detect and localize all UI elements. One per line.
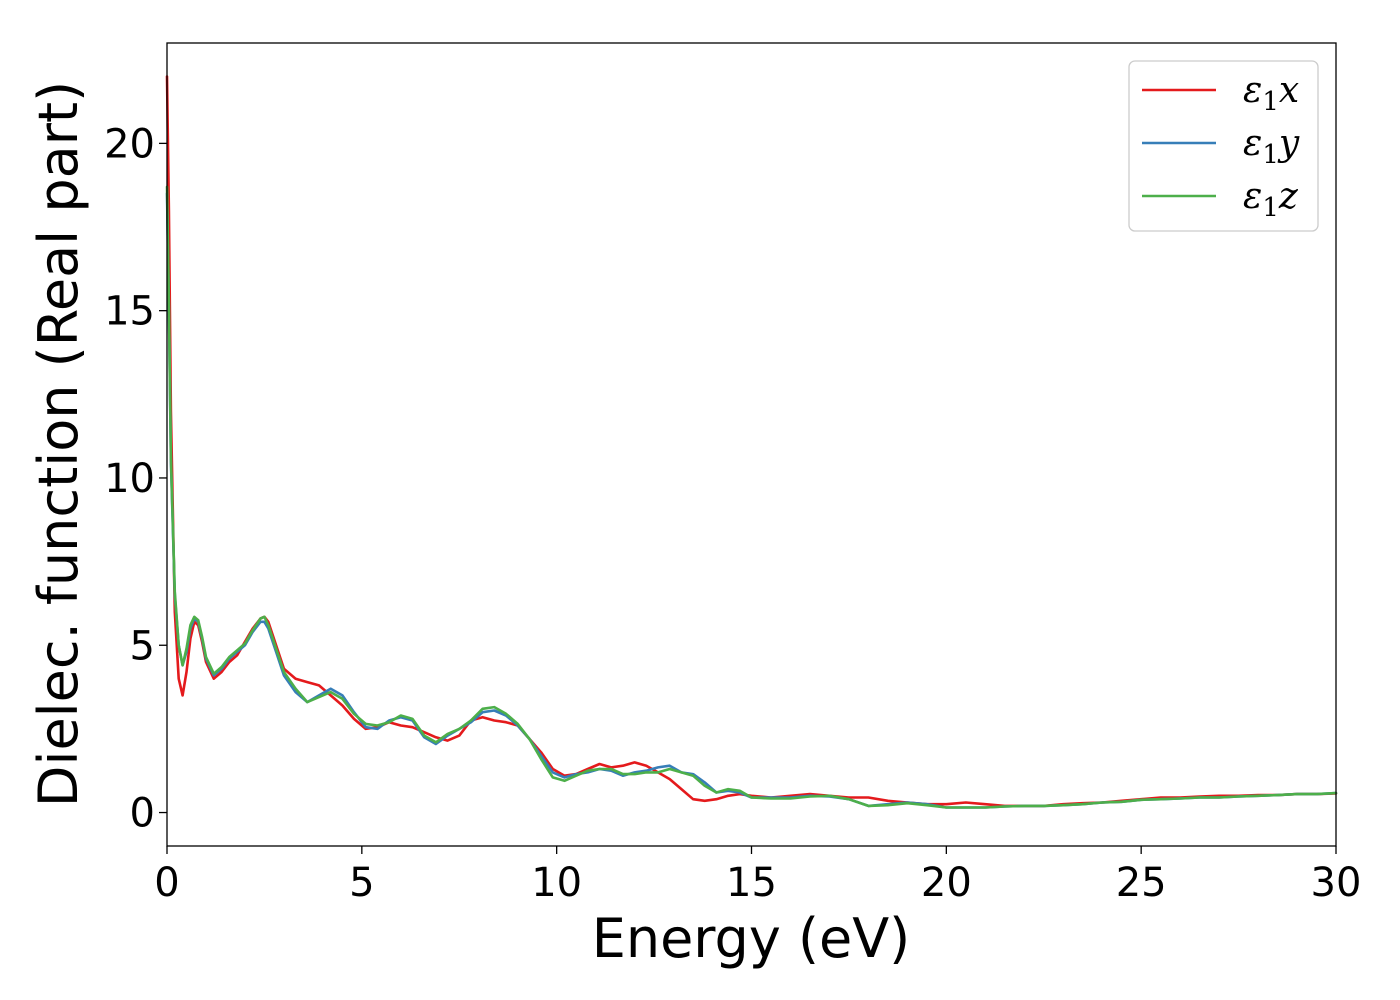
- x-axis-label: Energy (eV): [592, 907, 911, 970]
- legend-label-x: ε1x: [1243, 70, 1299, 117]
- y-tick-label: 10: [104, 456, 155, 502]
- legend-label-y: ε1y: [1243, 123, 1300, 170]
- y-tick-label: 0: [130, 791, 155, 837]
- x-tick-label: 15: [726, 860, 777, 906]
- series-line-z: [165, 185, 1338, 809]
- x-tick-label: 30: [1311, 860, 1362, 906]
- legend-box: [1128, 60, 1319, 232]
- legend-label-z: ε1z: [1243, 176, 1299, 223]
- y-tick-label: 20: [104, 121, 155, 167]
- x-tick-label: 10: [531, 860, 582, 906]
- x-tick-label: 25: [1116, 860, 1167, 906]
- legend: ε1x ε1y ε1z: [1128, 60, 1319, 232]
- y-tick-label: 5: [130, 623, 155, 669]
- y-axis-label: Dielec. function (Real part): [27, 81, 90, 807]
- x-tick-label: 0: [154, 860, 179, 906]
- y-tick-label: 15: [104, 289, 155, 335]
- y-axis: 0 5 10 15 20: [104, 121, 167, 837]
- x-axis: 0 5 10 15 20 25 30: [154, 846, 1361, 906]
- x-tick-label: 20: [921, 860, 972, 906]
- x-tick-label: 5: [349, 860, 374, 906]
- series-layer: [165, 75, 1338, 809]
